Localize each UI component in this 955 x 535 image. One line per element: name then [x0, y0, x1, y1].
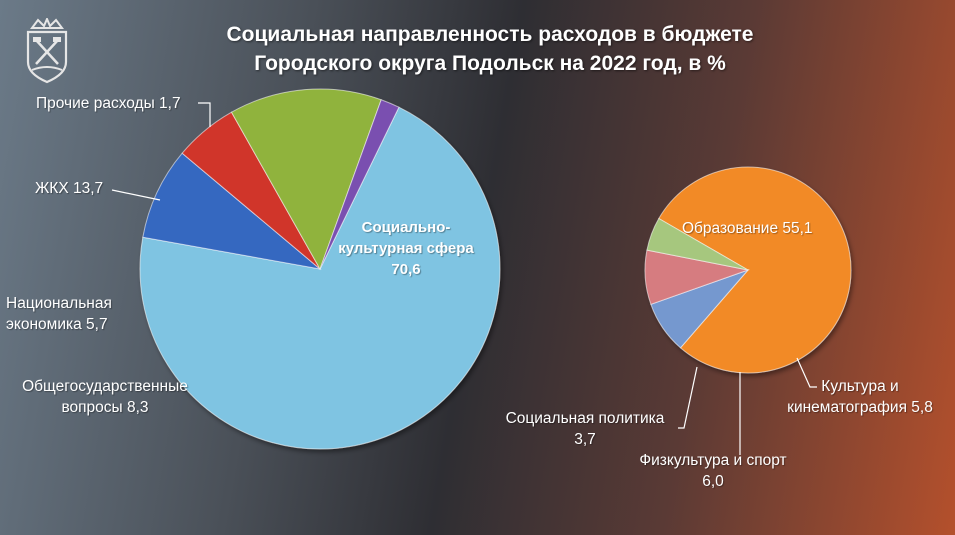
- label-government-line2: вопросы 8,3: [61, 399, 149, 416]
- label-social-policy: Социальная политика 3,7: [494, 408, 676, 450]
- leader-line-housing: [111, 189, 161, 201]
- leader-lines: [111, 102, 817, 455]
- label-sport: Физкультура и спорт 6,0: [620, 450, 806, 492]
- label-social-sphere: Социально- культурная сфера 70,6: [318, 217, 494, 280]
- label-economy: Национальная экономика 5,7: [6, 293, 112, 335]
- pie-slice-other: [319, 99, 400, 270]
- chart-title: Социальная направленность расходов в бюд…: [180, 20, 800, 78]
- label-education: Образование 55,1: [682, 220, 813, 237]
- chart-title-line1: Социальная направленность расходов в бюд…: [226, 23, 754, 46]
- leader-line-culture: [796, 357, 817, 388]
- label-culture-line2: кинематография 5,8: [787, 399, 933, 416]
- label-sport-line1: Физкультура и спорт: [639, 452, 787, 469]
- label-culture-line1: Культура и: [821, 378, 899, 395]
- pie-slice-social-policy: [646, 217, 749, 271]
- label-social-sphere-line3: 70,6: [391, 261, 421, 278]
- label-government-line1: Общегосударственные: [22, 378, 188, 395]
- label-housing: ЖКХ 13,7: [35, 180, 104, 197]
- leader-line-other: [198, 102, 211, 127]
- label-social-policy-line2: 3,7: [574, 431, 596, 448]
- leader-line-social-policy: [678, 366, 698, 429]
- pie-slice-housing: [230, 88, 382, 271]
- pie-slice-social-sphere: [139, 106, 501, 450]
- label-other: Прочие расходы 1,7: [36, 95, 181, 112]
- main-pie-chart: [139, 88, 501, 450]
- chart-title-line2: Городского округа Подольск на 2022 год, …: [254, 52, 726, 75]
- label-social-sphere-line2: культурная сфера: [338, 240, 474, 257]
- label-social-policy-line1: Социальная политика: [505, 410, 665, 427]
- label-government: Общегосударственные вопросы 8,3: [8, 376, 202, 418]
- coat-of-arms-logo: [26, 18, 68, 84]
- label-culture: Культура и кинематография 5,8: [772, 376, 948, 418]
- social-sphere-pie-chart: [644, 166, 852, 374]
- label-economy-line1: Национальная: [6, 295, 112, 312]
- pie-slice-government: [142, 152, 322, 270]
- label-social-sphere-line1: Социально-: [361, 219, 451, 236]
- label-sport-line2: 6,0: [702, 473, 724, 490]
- pie-slice-education: [658, 166, 852, 374]
- label-economy-line2: экономика 5,7: [6, 316, 108, 333]
